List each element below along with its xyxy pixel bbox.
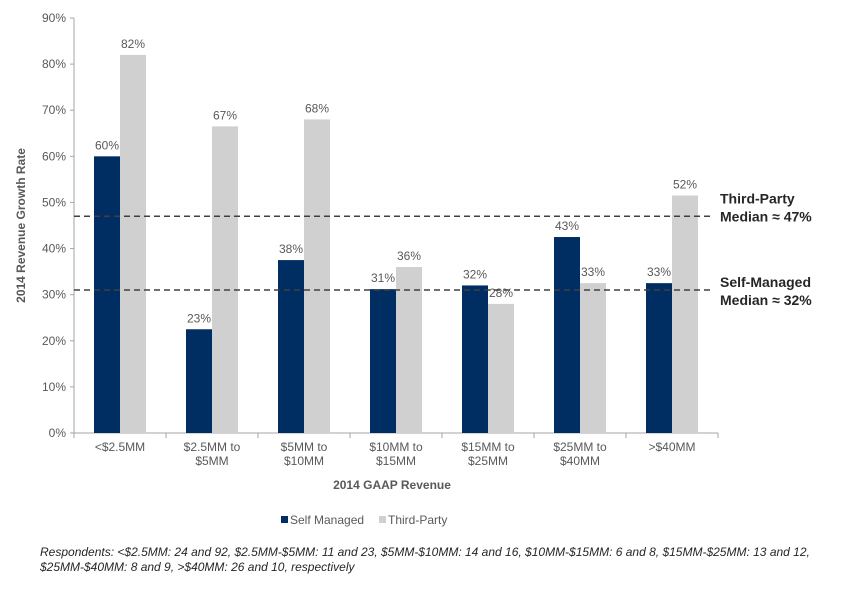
y-tick-label: 0% [49, 426, 67, 440]
y-tick-label: 50% [42, 195, 66, 209]
y-tick-label: 60% [42, 149, 66, 163]
median-label: Self-Managed [720, 274, 811, 290]
legend-label: Third-Party [388, 513, 447, 527]
y-tick-label: 40% [42, 242, 66, 256]
x-tick-label: $10MM [284, 454, 324, 468]
y-tick-label: 30% [42, 288, 66, 302]
y-tick-label: 10% [42, 380, 66, 394]
bar-third-party [580, 283, 606, 433]
data-label: 28% [489, 286, 513, 300]
x-tick-label: $2.5MM to [184, 440, 241, 454]
y-tick-label: 20% [42, 334, 66, 348]
data-label: 36% [397, 249, 421, 263]
x-axis-title: 2014 GAAP Revenue [333, 478, 451, 492]
bar-self-managed [462, 285, 488, 433]
data-label: 52% [673, 178, 697, 192]
bar-third-party [304, 119, 330, 433]
y-tick-label: 70% [42, 103, 66, 117]
x-tick-label: $25MM [468, 454, 508, 468]
x-tick-label: <$2.5MM [95, 440, 145, 454]
median-label: Median ≈ 47% [720, 208, 812, 224]
bar-self-managed [370, 289, 396, 433]
x-tick-label: $15MM [376, 454, 416, 468]
legend-swatch-self-managed [281, 516, 288, 523]
data-label: 82% [121, 37, 145, 51]
data-label: 67% [213, 108, 237, 122]
data-label: 38% [279, 242, 303, 256]
x-tick-label: $15MM to [461, 440, 515, 454]
data-label: 33% [581, 265, 605, 279]
bar-third-party [212, 126, 238, 433]
bar-third-party [488, 303, 514, 433]
legend-label: Self Managed [290, 513, 364, 527]
data-label: 60% [95, 138, 119, 152]
data-label: 68% [305, 101, 329, 115]
bar-third-party [120, 54, 146, 434]
legend-swatch-third-party [379, 516, 386, 523]
footnote: Respondents: <$2.5MM: 24 and 92, $2.5MM-… [40, 545, 810, 574]
x-tick-label: $5MM [195, 454, 228, 468]
median-label: Median ≈ 32% [720, 292, 812, 308]
bar-self-managed [646, 283, 672, 433]
bar-self-managed [186, 329, 212, 433]
data-label: 31% [371, 271, 395, 285]
data-label: 32% [463, 267, 487, 281]
data-label: 43% [555, 219, 579, 233]
bar-chart: 0% 10% 20% 30% 40% 50% 60% 70% 80% 90% 2014 Revenu… [14, 11, 812, 527]
y-tick-label: 80% [42, 57, 66, 71]
bar-third-party [396, 267, 422, 433]
x-tick-label: >$40MM [648, 440, 695, 454]
bar-self-managed [278, 260, 304, 433]
x-tick-label: $25MM to [553, 440, 607, 454]
bar-self-managed [94, 156, 120, 434]
data-label: 33% [647, 265, 671, 279]
x-tick-label: $10MM to [369, 440, 423, 454]
bar-third-party [672, 195, 698, 433]
median-label: Third-Party [720, 190, 795, 206]
bar-self-managed [554, 237, 580, 433]
x-tick-label: $40MM [560, 454, 600, 468]
y-axis-title: 2014 Revenue Growth Rate [14, 148, 28, 303]
x-tick-label: $5MM to [281, 440, 328, 454]
data-label: 23% [187, 311, 211, 325]
y-tick-label: 90% [42, 11, 66, 25]
